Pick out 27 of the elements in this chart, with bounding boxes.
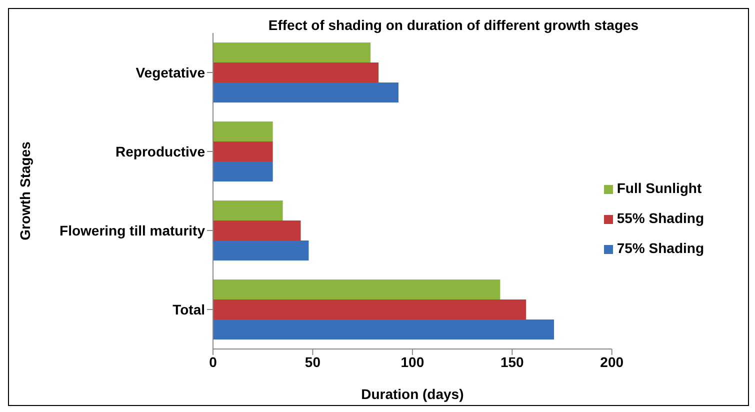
x-tick-label: 150 — [500, 354, 524, 370]
x-tick-label: 50 — [304, 354, 321, 370]
y-tick-label: Total — [172, 301, 205, 318]
bar — [213, 299, 526, 320]
legend-label: 55% Shading — [616, 210, 704, 226]
bar — [213, 161, 273, 182]
x-tick-label: 0 — [209, 354, 218, 370]
bar — [213, 279, 500, 300]
x-tick-label: 100 — [400, 354, 424, 370]
chart-title: Effect of shading on duration of different growth stages — [267, 17, 640, 33]
bar — [213, 319, 554, 340]
bar — [213, 62, 379, 82]
bar — [213, 82, 398, 102]
bar — [213, 141, 273, 162]
bar — [213, 200, 283, 220]
x-tick-label: 200 — [600, 354, 624, 370]
bar — [213, 121, 273, 142]
y-tick-label: Reproductive — [116, 143, 206, 160]
x-axis-title: Duration (days) — [361, 386, 464, 402]
legend-label: Full Sunlight — [616, 180, 702, 196]
y-tick-label: Vegetative — [136, 64, 206, 80]
y-tick-label: Flowering till maturity — [60, 222, 206, 238]
bar — [213, 42, 371, 62]
bar — [213, 240, 309, 260]
y-axis-title: Growth Stages — [16, 141, 33, 240]
legend-label: 75% Shading — [616, 240, 704, 256]
bar — [213, 220, 301, 240]
